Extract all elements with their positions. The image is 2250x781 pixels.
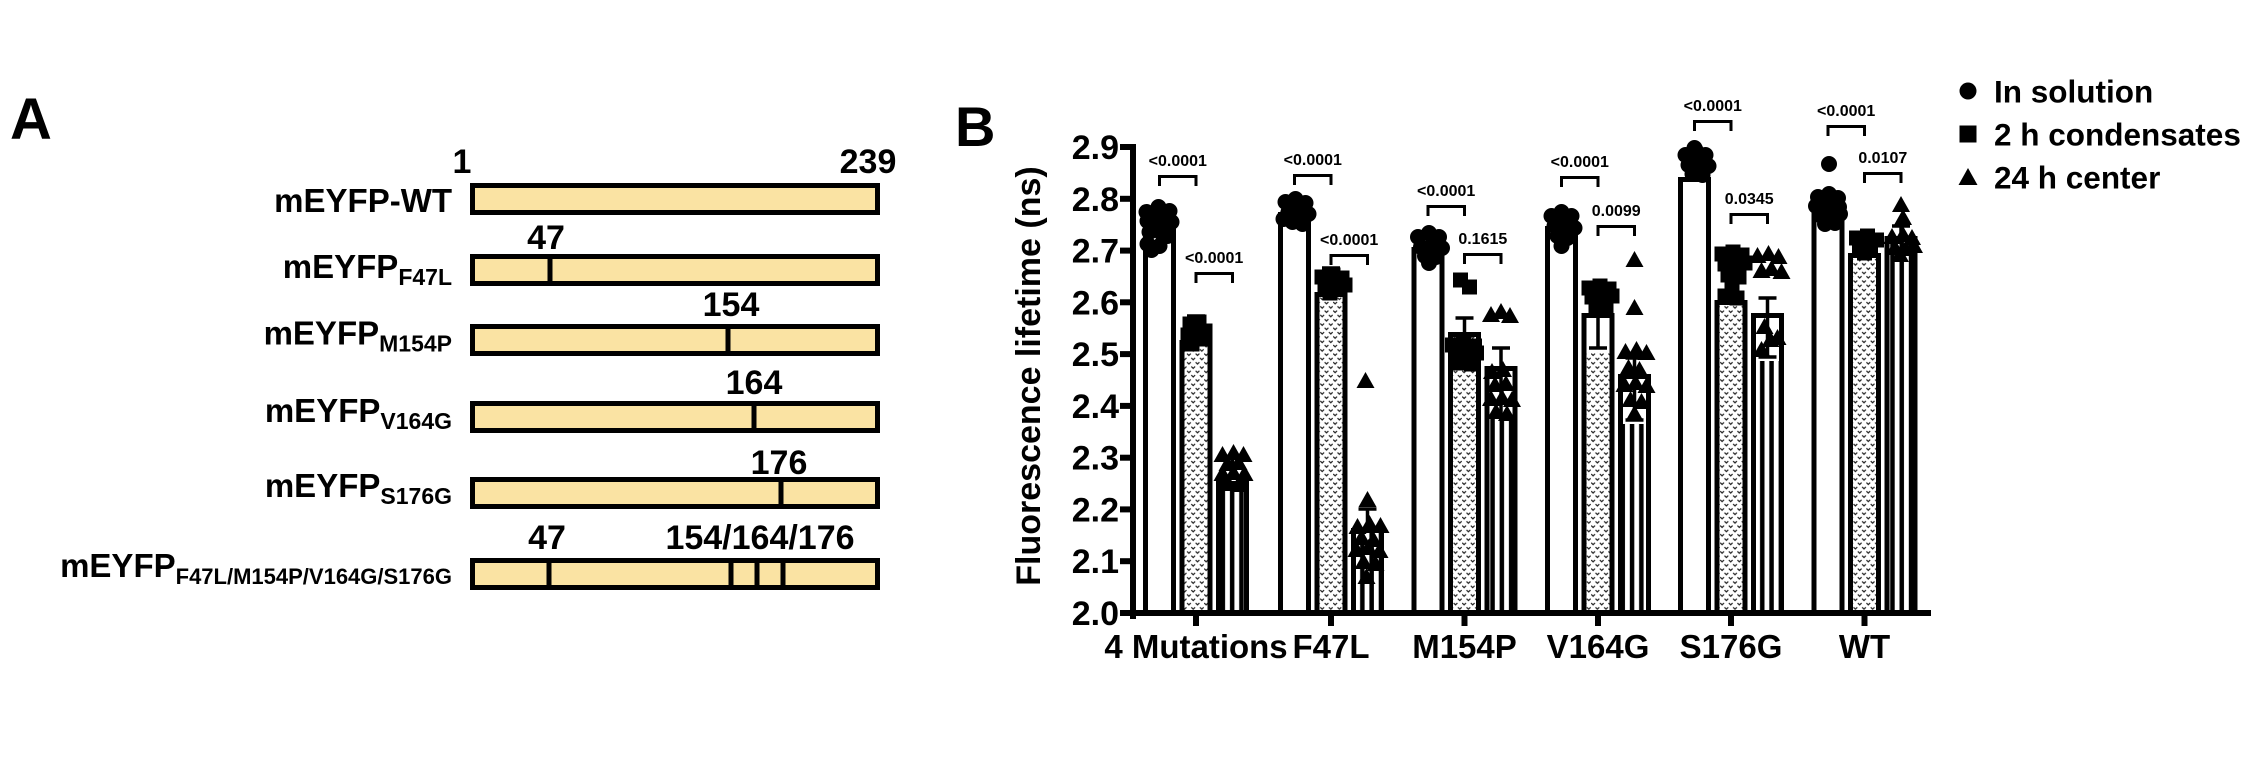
svg-text:164: 164 <box>726 364 783 402</box>
svg-text:<0.0001: <0.0001 <box>1149 153 1207 170</box>
svg-text:154: 154 <box>703 286 760 324</box>
svg-text:<0.0001: <0.0001 <box>1684 98 1742 115</box>
svg-text:<0.0001: <0.0001 <box>1817 103 1875 120</box>
svg-text:154/164/176: 154/164/176 <box>665 519 854 557</box>
svg-text:2.3: 2.3 <box>1072 440 1119 478</box>
svg-text:0.0345: 0.0345 <box>1725 191 1774 208</box>
svg-text:<0.0001: <0.0001 <box>1284 152 1342 169</box>
svg-text:WT: WT <box>1839 628 1890 665</box>
svg-text:2.9: 2.9 <box>1072 129 1119 167</box>
svg-text:<0.0001: <0.0001 <box>1320 232 1378 249</box>
svg-text:4 Mutations: 4 Mutations <box>1104 628 1287 665</box>
svg-text:1: 1 <box>453 143 472 181</box>
svg-text:2.6: 2.6 <box>1072 284 1119 322</box>
svg-text:M154P: M154P <box>1412 628 1517 665</box>
svg-text:F47L: F47L <box>1292 628 1369 665</box>
svg-text:2 h condensates: 2 h condensates <box>1994 117 2241 153</box>
svg-text:176: 176 <box>751 444 808 482</box>
svg-text:24 h center: 24 h center <box>1994 160 2160 196</box>
svg-text:2.2: 2.2 <box>1072 491 1119 529</box>
svg-text:47: 47 <box>527 219 565 257</box>
svg-text:S176G: S176G <box>1680 628 1783 665</box>
svg-text:In solution: In solution <box>1994 74 2153 110</box>
svg-text:2.1: 2.1 <box>1072 543 1119 581</box>
svg-text:2.4: 2.4 <box>1072 388 1119 426</box>
svg-text:239: 239 <box>840 143 897 181</box>
svg-text:0.0099: 0.0099 <box>1592 203 1641 220</box>
svg-text:<0.0001: <0.0001 <box>1185 250 1243 267</box>
svg-text:V164G: V164G <box>1547 628 1650 665</box>
svg-text:2.7: 2.7 <box>1072 233 1119 271</box>
svg-text:2.5: 2.5 <box>1072 336 1119 374</box>
svg-text:Fluorescence lifetime (ns): Fluorescence lifetime (ns) <box>1010 166 1048 585</box>
svg-text:mEYFP-WT: mEYFP-WT <box>274 182 452 219</box>
svg-text:<0.0001: <0.0001 <box>1551 154 1609 171</box>
svg-text:2.8: 2.8 <box>1072 181 1119 219</box>
svg-text:B: B <box>955 95 995 158</box>
svg-text:47: 47 <box>528 519 566 557</box>
svg-text:<0.0001: <0.0001 <box>1417 183 1475 200</box>
svg-text:A: A <box>10 87 52 152</box>
svg-text:0.1615: 0.1615 <box>1458 231 1507 248</box>
svg-text:2.0: 2.0 <box>1072 595 1119 633</box>
svg-text:0.0107: 0.0107 <box>1858 150 1907 167</box>
